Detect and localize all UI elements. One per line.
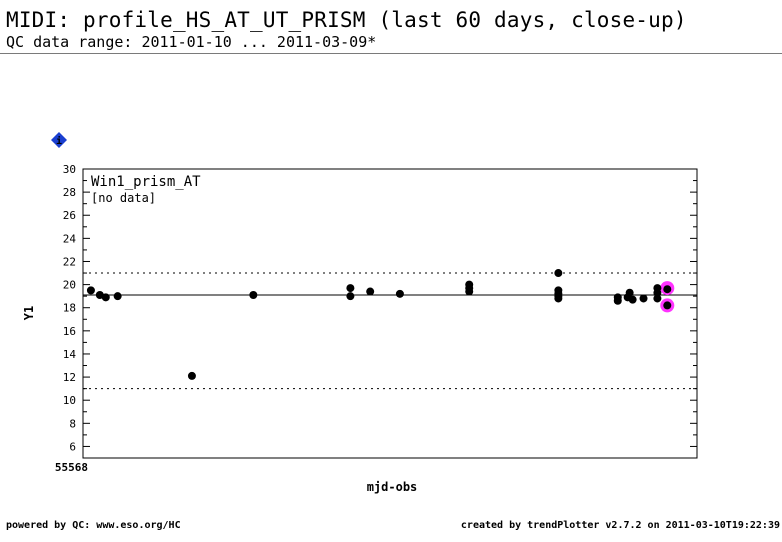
header-divider [0, 53, 782, 54]
panel-label: Win1_prism_AT [91, 174, 201, 190]
y-axis: 6 8 10 12 14 16 18 20 22 24 26 28 30 [63, 163, 697, 459]
data-point [395, 289, 404, 298]
y-tick-label: 26 [63, 209, 76, 222]
y-tick-label: 14 [63, 348, 77, 361]
data-point [625, 288, 634, 297]
y-tick-label: 28 [63, 186, 76, 199]
x-axis-label: mjd-obs [367, 480, 418, 494]
data-point [465, 280, 474, 289]
y-tick-label: 6 [69, 440, 76, 453]
data-point [613, 293, 622, 302]
data-point [554, 294, 563, 303]
y-tick-label: 20 [63, 279, 76, 292]
y-tick-label: 8 [69, 417, 76, 430]
x-start-label: 55568 [55, 461, 88, 474]
data-point [113, 292, 122, 301]
qc-data-range: QC data range: 2011-01-10 ... 2011-03-09… [6, 33, 377, 51]
y-tick-label: 24 [63, 232, 77, 245]
data-point [346, 284, 355, 293]
info-badge[interactable]: i [51, 132, 67, 148]
y-tick-label: 22 [63, 255, 76, 268]
data-point [366, 287, 375, 296]
data-point [628, 295, 637, 304]
data-point [346, 292, 355, 301]
info-badge-text: i [56, 135, 62, 147]
data-point [663, 285, 672, 294]
plot-frame [82, 168, 698, 459]
data-point [101, 293, 110, 302]
page-title: MIDI: profile_HS_AT_UT_PRISM (last 60 da… [6, 8, 687, 32]
y-tick-label: 30 [63, 163, 76, 176]
data-point [86, 286, 95, 295]
data-point [554, 269, 563, 278]
y-tick-label: 12 [63, 371, 76, 384]
data-points [86, 269, 675, 380]
info-diamond-icon[interactable] [51, 132, 67, 148]
reference-lines [83, 272, 697, 390]
data-point [653, 288, 662, 297]
y-axis-label: Y1 [22, 306, 36, 320]
data-point [249, 291, 258, 300]
footer-powered-by: powered by QC: www.eso.org/HC [6, 520, 181, 531]
y-tick-label: 16 [63, 325, 76, 338]
data-point [663, 301, 672, 310]
panel-note: [no data] [91, 191, 156, 205]
footer-created-by: created by trendPlotter v2.7.2 on 2011-0… [460, 520, 780, 531]
y-tick-label: 18 [63, 302, 76, 315]
data-point [639, 294, 648, 303]
y-tick-label: 10 [63, 394, 76, 407]
data-point [653, 294, 662, 303]
data-point [187, 371, 196, 380]
